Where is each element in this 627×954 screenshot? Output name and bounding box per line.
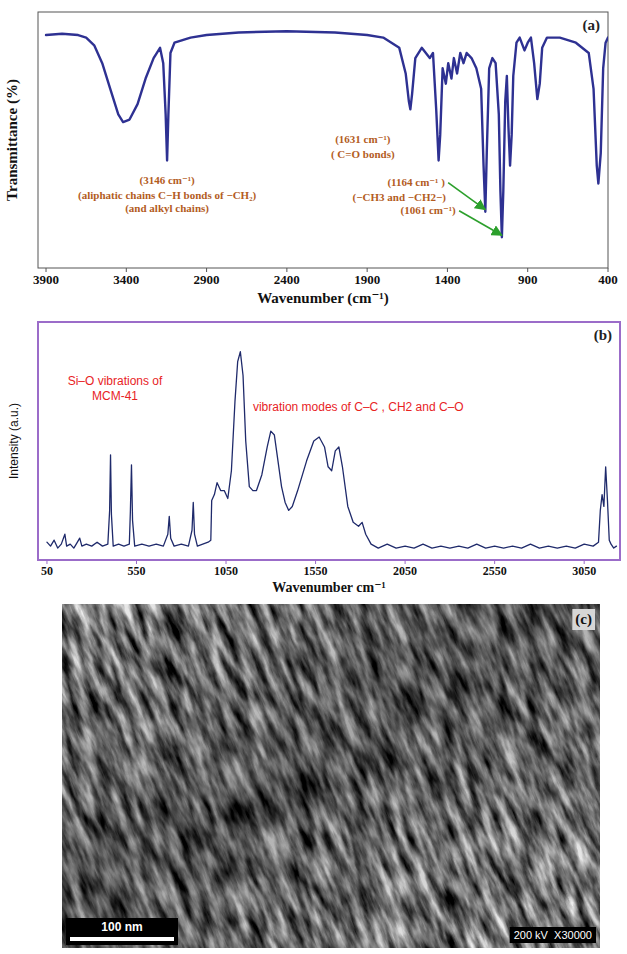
texture-rotated bbox=[62, 604, 600, 948]
x-tick-label: 2050 bbox=[393, 564, 417, 578]
image-shade bbox=[62, 604, 600, 948]
annotation: (1061 cm⁻¹) bbox=[401, 204, 457, 217]
x-tick-label: 1900 bbox=[354, 272, 380, 287]
panel-label: (b) bbox=[594, 327, 612, 344]
panel-label: (c) bbox=[575, 611, 592, 628]
spectrum-line bbox=[47, 352, 616, 548]
x-tick-label: 2400 bbox=[274, 272, 300, 287]
annotation: Si–O vibrations of bbox=[68, 374, 163, 388]
annotation-arrow bbox=[459, 211, 502, 236]
plot-frame bbox=[38, 322, 620, 560]
scale-bar bbox=[70, 937, 174, 941]
x-axis-title: Wavenumber (cm⁻¹) bbox=[257, 290, 389, 307]
annotation: (3146 cm⁻¹) bbox=[139, 174, 195, 187]
x-tick-label: 400 bbox=[598, 272, 618, 287]
x-tick-label: 550 bbox=[127, 564, 145, 578]
panel-label: (a) bbox=[583, 17, 601, 34]
label-patch bbox=[572, 609, 595, 630]
chart-panel: 3900 3400 2900 2400 1900 1400 900 400 Wavenumber… bbox=[4, 12, 618, 307]
annotation: MCM-41 bbox=[92, 389, 138, 403]
plot-frame bbox=[38, 12, 608, 268]
annotation: ( C=O bonds) bbox=[331, 148, 395, 161]
x-tick-label: 900 bbox=[518, 272, 538, 287]
image-content bbox=[62, 604, 600, 948]
x-tick-label: 3900 bbox=[33, 272, 59, 287]
x-tick-label: 3050 bbox=[572, 564, 596, 578]
caption-box bbox=[510, 927, 596, 943]
annotation: (1631 cm⁻¹) bbox=[335, 133, 391, 146]
plot-area bbox=[46, 31, 608, 237]
x-tick-label: 2900 bbox=[194, 272, 220, 287]
x-tick-label: 1050 bbox=[214, 564, 238, 578]
scale-bar-box bbox=[66, 918, 178, 945]
chart-panel: 50 550 1050 1550 2050 2550 3050 Wavenumber cm⁻¹… bbox=[7, 322, 620, 595]
y-axis-title: Transmittance (%) bbox=[4, 79, 21, 201]
annotation: (and alkyl chains) bbox=[125, 202, 209, 215]
annotation: (−CH3 and −CH2−) bbox=[353, 191, 447, 204]
plot-area bbox=[47, 352, 616, 548]
texture bbox=[62, 604, 600, 948]
x-tick-label: 1400 bbox=[434, 272, 460, 287]
figure: 3900 3400 2900 2400 1900 1400 900 400 Wavenumber… bbox=[0, 0, 627, 954]
annotation: (aliphatic chains C−H bonds of −CH₂) bbox=[78, 189, 256, 202]
spectrum-line bbox=[46, 31, 608, 237]
annotation: (1164 cm⁻¹ ) bbox=[387, 176, 445, 189]
x-axis-title: Wavenumber cm⁻¹ bbox=[272, 580, 386, 595]
x-tick-label: 50 bbox=[41, 564, 53, 578]
x-tick-label: 2550 bbox=[483, 564, 507, 578]
x-tick-label: 1550 bbox=[304, 564, 328, 578]
y-axis-title: Intensity (a.u.) bbox=[7, 403, 21, 479]
image-ground bbox=[62, 604, 600, 948]
x-tick-label: 3400 bbox=[113, 272, 139, 287]
micrograph-panel: (c) 100 nm 200 kV X30000 bbox=[0, 228, 627, 954]
annotation: vibration modes of C–C , CH2 and C–O bbox=[253, 400, 464, 414]
scale-bar-label: 100 nm bbox=[101, 920, 142, 934]
micrograph-caption: 200 kV X30000 bbox=[514, 929, 592, 941]
